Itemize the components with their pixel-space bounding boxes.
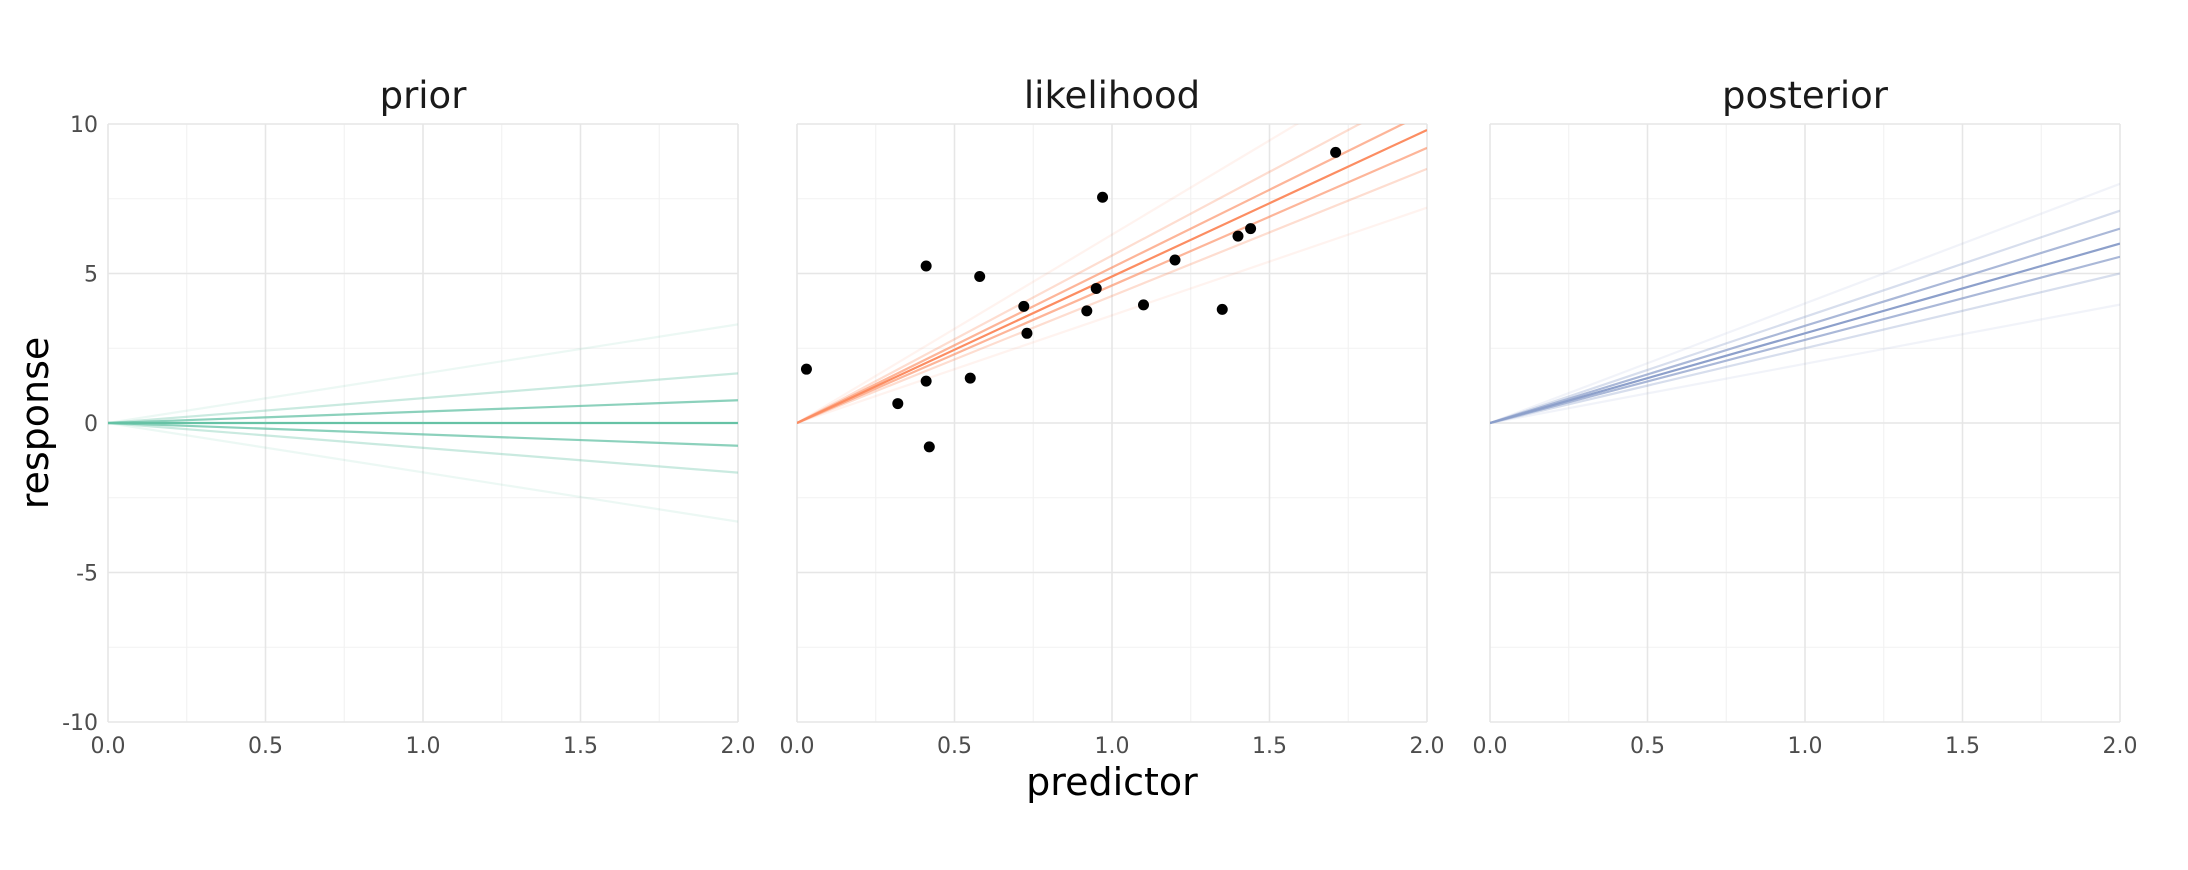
series-lines — [108, 323, 738, 523]
series-line — [108, 421, 738, 447]
series-line — [797, 206, 1427, 425]
x-tick-label: 0.5 — [1630, 734, 1665, 759]
y-tick-label: 5 — [84, 263, 98, 288]
data-point — [923, 441, 935, 453]
data-point — [1245, 223, 1257, 235]
x-tick-label: 1.5 — [563, 734, 598, 759]
y-axis-title: response — [13, 337, 57, 510]
panel-prior: prior 0.0 0.5 1.0 1.5 2.0 10 5 0 -5 -10 — [62, 74, 755, 759]
x-axis-title: predictor — [1026, 760, 1198, 804]
x-tick-label: 2.0 — [721, 734, 756, 759]
x-tick-label: 1.0 — [406, 734, 441, 759]
data-point — [964, 372, 976, 384]
data-point — [1169, 254, 1181, 266]
data-point — [1090, 282, 1102, 294]
series-line — [797, 128, 1427, 424]
series-lines — [797, 124, 1427, 425]
y-tick-label: 0 — [84, 412, 98, 437]
x-tick-label: 1.0 — [1788, 734, 1823, 759]
x-tick-label: 2.0 — [1410, 734, 1445, 759]
series-line — [1490, 272, 2120, 425]
panel-title: likelihood — [1024, 74, 1200, 117]
data-point — [1018, 300, 1030, 312]
series-line — [797, 124, 1406, 424]
series-line — [108, 323, 738, 425]
series-line — [1490, 182, 2120, 425]
series-line — [797, 124, 1362, 424]
panels: prior 0.0 0.5 1.0 1.5 2.0 10 5 0 -5 -10 likelihood 0… — [62, 74, 2138, 759]
y-tick-label: 10 — [70, 113, 98, 138]
data-point — [1330, 146, 1342, 158]
x-tick-label: 2.0 — [2103, 734, 2138, 759]
series-line — [1490, 242, 2120, 425]
series-line — [1490, 227, 2120, 425]
series-lines — [1490, 182, 2120, 425]
data-point — [1021, 327, 1033, 339]
data-point — [920, 375, 932, 387]
y-tick-label: -10 — [62, 711, 98, 736]
series-line — [108, 399, 738, 425]
series-line — [108, 421, 738, 523]
y-tick-label: -5 — [76, 562, 98, 587]
series-line — [797, 167, 1427, 425]
x-tick-label: 0.0 — [780, 734, 815, 759]
series-line — [108, 372, 738, 425]
x-tick-label: 0.5 — [937, 734, 972, 759]
x-tick-label: 1.0 — [1095, 734, 1130, 759]
x-tick-label: 1.5 — [1945, 734, 1980, 759]
x-tick-label: 0.5 — [248, 734, 283, 759]
panel-title: prior — [380, 74, 468, 117]
data-point — [1232, 230, 1244, 242]
x-tick-label: 1.5 — [1252, 734, 1287, 759]
data-point — [1081, 305, 1093, 317]
series-line — [1490, 209, 2120, 425]
data-point — [1216, 303, 1228, 315]
series-line — [1490, 255, 2120, 425]
data-point — [1097, 191, 1109, 203]
data-point — [892, 398, 904, 410]
x-tick-label: 0.0 — [91, 734, 126, 759]
series-line — [108, 421, 738, 474]
data-point — [1138, 299, 1149, 311]
panel-likelihood: likelihood 0.0 0.5 1.0 1.5 2.0 — [780, 74, 1445, 759]
series-line — [1490, 303, 2120, 425]
series-line — [797, 124, 1300, 424]
panel-title: posterior — [1722, 74, 1889, 117]
data-point — [920, 260, 932, 272]
x-tick-label: 0.0 — [1473, 734, 1508, 759]
data-point — [800, 363, 812, 375]
panel-posterior: posterior 0.0 0.5 1.0 1.5 2.0 — [1473, 74, 2138, 759]
series-line — [797, 146, 1427, 425]
data-point — [974, 270, 986, 282]
